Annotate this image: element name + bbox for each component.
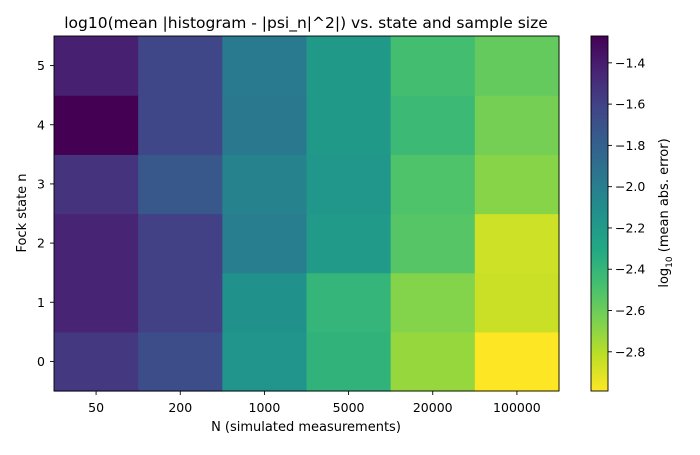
heatmap-cell-n4-N5000 bbox=[306, 95, 392, 155]
plot-frame bbox=[53, 35, 560, 392]
heatmap-cell-n0-N1000 bbox=[222, 331, 308, 392]
colorbar-tick-label: −1.8 bbox=[615, 138, 645, 153]
heatmap-cell-n4-N200 bbox=[138, 95, 223, 155]
heatmap-cell-n4-N20000 bbox=[390, 95, 476, 155]
y-tick-label: 3 bbox=[37, 176, 45, 191]
heatmap-cell-n2-N20000 bbox=[390, 213, 476, 274]
heatmap-cell-n3-N100000 bbox=[474, 154, 560, 215]
x-tick-label: 200 bbox=[168, 400, 192, 415]
y-tick-label: 0 bbox=[37, 354, 45, 369]
x-tick-label: 1000 bbox=[249, 400, 281, 415]
heatmap-cell-n1-N100000 bbox=[474, 272, 560, 333]
colorbar-tick-label: −2.6 bbox=[615, 303, 645, 318]
heatmap-cell-n3-N200 bbox=[138, 154, 223, 215]
x-tick-label: 50 bbox=[88, 400, 104, 415]
colorbar-label: log10 (mean abs. error) bbox=[657, 138, 675, 287]
heatmap-cell-n0-N50 bbox=[54, 331, 139, 392]
heatmap-cell-n1-N5000 bbox=[306, 272, 392, 333]
y-tick-label: 5 bbox=[37, 58, 45, 73]
heatmap-cell-n5-N200 bbox=[138, 36, 223, 96]
chart-title: log10(mean |histogram - |psi_n|^2|) vs. … bbox=[64, 14, 548, 33]
heatmap-cell-n5-N100000 bbox=[474, 36, 560, 96]
heatmap-cell-n3-N50 bbox=[54, 154, 139, 215]
colorbar-tick-label: −1.6 bbox=[615, 97, 645, 112]
heatmap-cell-n5-N1000 bbox=[222, 36, 308, 96]
colorbar-tick-label: −2.4 bbox=[615, 262, 645, 277]
heatmap-cell-n3-N5000 bbox=[306, 154, 392, 215]
heatmap-cell-n1-N50 bbox=[54, 272, 139, 333]
colorbar-tick-label: −1.4 bbox=[615, 55, 645, 70]
heatmap-cell-n4-N100000 bbox=[474, 95, 560, 155]
x-tick-label: 20000 bbox=[413, 400, 453, 415]
y-axis-ticks: 0 1 2 3 4 5 bbox=[37, 58, 54, 369]
heatmap-cell-n4-N1000 bbox=[222, 95, 308, 155]
heatmap-cell-n2-N1000 bbox=[222, 213, 308, 274]
x-axis-ticks: 50 200 1000 5000 20000 100000 bbox=[88, 391, 541, 415]
colorbar-tick-label: −2.2 bbox=[615, 220, 645, 235]
y-axis-label: Fock state n bbox=[15, 173, 30, 252]
colorbar-tick-label: −2.8 bbox=[615, 344, 645, 359]
heatmap-cell-n2-N50 bbox=[54, 213, 139, 274]
heatmap-cell-n0-N100000 bbox=[474, 331, 560, 392]
x-tick-label: 100000 bbox=[493, 400, 541, 415]
heatmap-cell-n1-N1000 bbox=[222, 272, 308, 333]
heatmap-cell-n4-N50 bbox=[54, 95, 139, 155]
heatmap-cell-n5-N5000 bbox=[306, 36, 392, 96]
heatmap-cells bbox=[54, 36, 560, 392]
heatmap-cell-n2-N200 bbox=[138, 213, 223, 274]
colorbar-ticks: −1.4 −1.6 −1.8 −2.0 −2.2 −2.4 −2.6 −2.8 bbox=[608, 55, 645, 359]
y-tick-label: 2 bbox=[37, 236, 45, 251]
colorbar bbox=[590, 35, 609, 392]
heatmap-cell-n5-N50 bbox=[54, 36, 139, 96]
x-axis-label: N (simulated measurements) bbox=[211, 420, 401, 435]
heatmap-cell-n3-N1000 bbox=[222, 154, 308, 215]
heatmap-cell-n3-N20000 bbox=[390, 154, 476, 215]
heatmap-cell-n2-N100000 bbox=[474, 213, 560, 274]
x-tick-label: 5000 bbox=[333, 400, 365, 415]
y-tick-label: 1 bbox=[37, 295, 45, 310]
heatmap-cell-n2-N5000 bbox=[306, 213, 392, 274]
heatmap-cell-n5-N20000 bbox=[390, 36, 476, 96]
heatmap-cell-n0-N200 bbox=[138, 331, 223, 392]
colorbar-tick-label: −2.0 bbox=[615, 179, 645, 194]
heatmap-cell-n1-N200 bbox=[138, 272, 223, 333]
heatmap-cell-n0-N20000 bbox=[390, 331, 476, 392]
heatmap-cell-n1-N20000 bbox=[390, 272, 476, 333]
heatmap-cell-n0-N5000 bbox=[306, 331, 392, 392]
y-tick-label: 4 bbox=[37, 117, 45, 132]
